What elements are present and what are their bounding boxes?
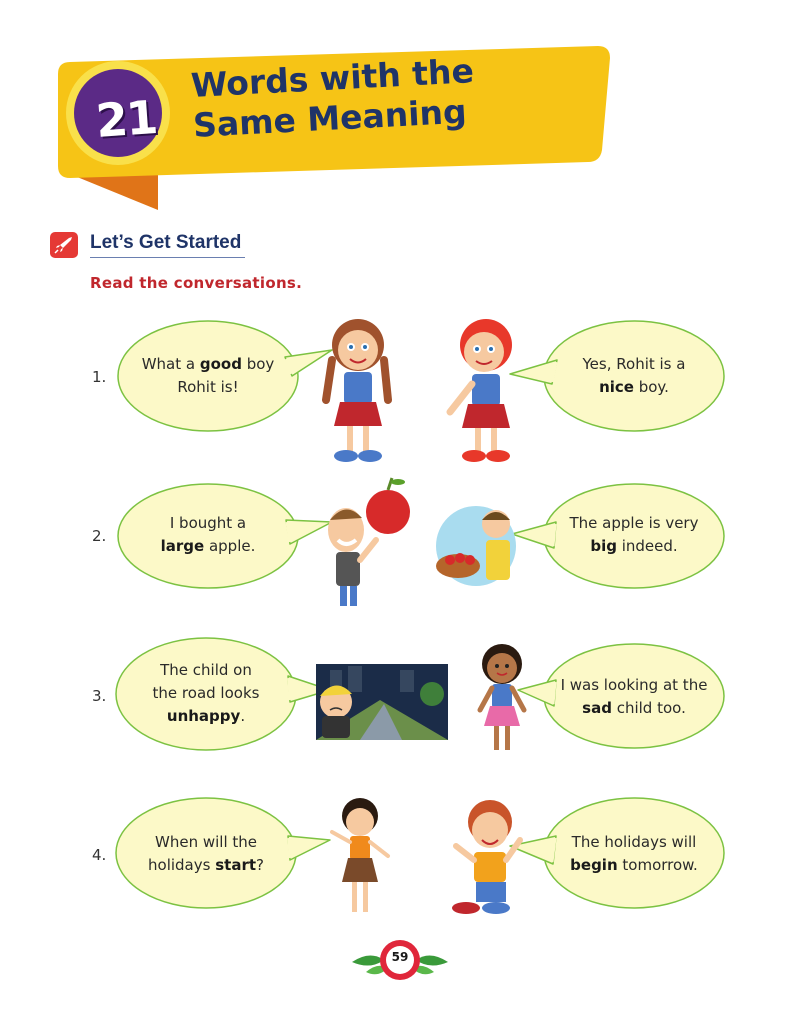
bubble-text-3-left: The child on the road looks unhappy. [152,661,260,725]
boy-orange-shirt-illustration [452,800,523,914]
highlight-word: good [199,355,242,373]
chapter-banner [58,46,610,210]
highlight-word: sad [582,699,612,717]
bubble-text-2-right: The apple is very big indeed. [569,514,699,555]
girl-illustration-brown-hair [322,319,392,462]
sad-child-on-road-illustration [316,664,448,740]
item-number-2: 2. [92,527,107,545]
girl-illustration-red-hair [446,319,512,462]
bubble-text-1-right: Yes, Rohit is a nice boy. [582,355,686,396]
item-number-1: 1. [92,368,107,386]
highlight-word: unhappy [166,707,241,725]
bubble-text-2-left: I bought a large apple. [160,514,256,555]
highlight-word: begin [570,856,618,874]
highlight-word: start [215,856,257,874]
boy-with-basket-illustration [436,506,516,586]
girl-orange-top-illustration [330,798,390,912]
rocket-icon [50,232,78,258]
banner-ribbon [58,46,610,178]
bubble-text-4-right: The holidays will begin tomorrow. [570,833,698,874]
bubble-text-4-left: When will the holidays start? [148,833,264,874]
bubble-text-3-right: I was looking at the sad child too. [560,676,708,717]
girl-pink-skirt-illustration [477,644,527,750]
item-number-4: 4. [92,846,107,864]
badge-circle [74,69,162,157]
page-number: 59 [391,950,409,964]
banner-fold [60,170,158,210]
item-number-3: 3. [92,687,107,705]
highlight-word: nice [599,378,634,396]
bubble-text-1-left: What a good boy Rohit is! [141,355,275,396]
highlight-word: big [590,537,617,555]
highlight-word: large [160,537,205,555]
chapter-number: 21 [94,89,158,149]
section-title: Let’s Get Started [90,232,246,258]
instruction-text: Read the conversations. [90,274,303,292]
boy-with-apple-illustration [328,477,410,606]
